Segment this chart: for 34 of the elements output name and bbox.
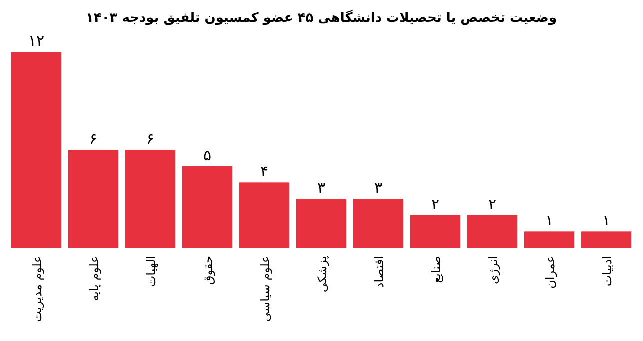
- bar: [353, 199, 404, 248]
- bar: [68, 150, 119, 248]
- x-tick-label: ادبیات: [600, 256, 614, 287]
- x-tick-label: علوم پایه: [88, 256, 102, 302]
- data-label: ۳: [317, 179, 326, 197]
- bar: [182, 166, 233, 248]
- bar: [125, 150, 176, 248]
- x-tick-label: عمران: [544, 256, 558, 289]
- bar: [296, 199, 347, 248]
- chart-title: وضعیت تخصص یا تحصیلات دانشگاهی ۴۵ عضو کمسیون تلفیق بودجه ۱۴۰۳: [86, 10, 558, 26]
- x-tick-label: صنایع: [430, 256, 444, 284]
- bar: [467, 215, 518, 248]
- bar: [239, 182, 290, 248]
- x-tick-label: انرژی: [486, 256, 500, 284]
- data-label: ۱: [602, 212, 611, 230]
- data-label: ۱: [545, 212, 554, 230]
- bar: [524, 232, 575, 248]
- x-tick-label: علوم مدیریت: [30, 256, 44, 322]
- data-label: ۴: [260, 162, 269, 181]
- data-label: ۲: [488, 195, 497, 214]
- data-label: ۵: [203, 146, 212, 164]
- data-label: ۶: [146, 130, 155, 148]
- x-tick-label: الهیات: [144, 256, 158, 288]
- bar: [581, 232, 632, 248]
- data-label: ۶: [89, 130, 98, 148]
- data-label: ۳: [374, 179, 383, 197]
- x-tick-label: اقتصاد: [372, 256, 386, 288]
- x-tick-label: حقوق: [202, 256, 216, 285]
- x-tick-label: پزشکی: [316, 256, 330, 293]
- x-tick-label: علوم سیاسی: [258, 256, 272, 322]
- bar: [410, 215, 461, 248]
- bar: [11, 52, 62, 248]
- data-label: ۱۲: [28, 32, 45, 50]
- data-label: ۲: [431, 195, 440, 214]
